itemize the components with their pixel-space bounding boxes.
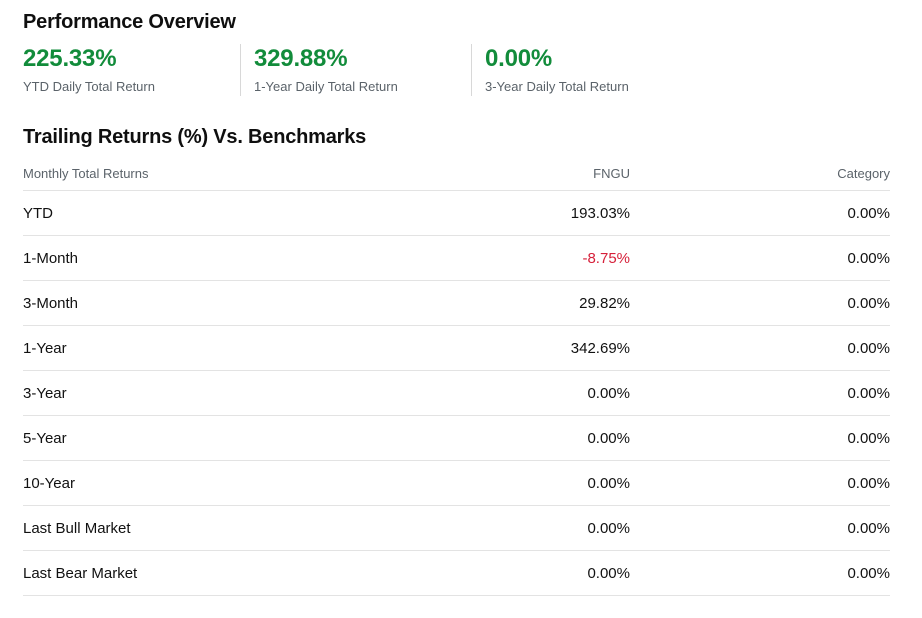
metric-ytd-return: 225.33% YTD Daily Total Return [23,44,240,96]
category-return-cell: 0.00% [630,460,890,506]
metric-label: 3-Year Daily Total Return [485,79,629,94]
performance-overview: 225.33% YTD Daily Total Return 329.88% 1… [23,44,702,96]
period-cell: 10-Year [23,460,423,506]
table-row: 10-Year 0.00% 0.00% [23,460,890,506]
table-row: 3-Year 0.00% 0.00% [23,370,890,416]
fund-return-cell: 193.03% [423,190,630,236]
table-body: YTD 193.03% 0.00% 1-Month -8.75% 0.00% 3-Month… [23,190,890,596]
table-row: 5-Year 0.00% 0.00% [23,415,890,461]
metric-label: YTD Daily Total Return [23,79,155,94]
category-return-cell: 0.00% [630,550,890,596]
fund-return-cell: 29.82% [423,280,630,326]
fund-return-cell: 0.00% [423,550,630,596]
period-cell: Last Bull Market [23,505,423,551]
fund-return-cell: 0.00% [423,415,630,461]
trailing-returns-table: Monthly Total Returns FNGU Category YTD 1… [23,157,890,596]
table-row: YTD 193.03% 0.00% [23,190,890,236]
trailing-returns-title: Trailing Returns (%) Vs. Benchmarks [23,126,367,148]
period-cell: 3-Month [23,280,423,326]
column-header-fund: FNGU [423,157,630,191]
table-header-row: Monthly Total Returns FNGU Category [23,157,890,191]
column-header-category: Category [630,157,890,191]
category-return-cell: 0.00% [630,415,890,461]
fund-return-cell: -8.75% [423,235,630,281]
period-cell: 5-Year [23,415,423,461]
table-row: 3-Month 29.82% 0.00% [23,280,890,326]
category-return-cell: 0.00% [630,325,890,371]
performance-overview-title: Performance Overview [23,11,236,33]
metric-1-year-return: 329.88% 1-Year Daily Total Return [240,44,471,96]
metric-value: 329.88% [254,45,348,72]
category-return-cell: 0.00% [630,190,890,236]
metric-3-year-return: 0.00% 3-Year Daily Total Return [471,44,702,96]
category-return-cell: 0.00% [630,370,890,416]
period-cell: 3-Year [23,370,423,416]
fund-return-cell: 0.00% [423,370,630,416]
column-header-period: Monthly Total Returns [23,157,423,191]
period-cell: 1-Year [23,325,423,371]
period-cell: Last Bear Market [23,550,423,596]
table-row: 1-Month -8.75% 0.00% [23,235,890,281]
category-return-cell: 0.00% [630,505,890,551]
category-return-cell: 0.00% [630,235,890,281]
category-return-cell: 0.00% [630,280,890,326]
period-cell: YTD [23,190,423,236]
table-row: 1-Year 342.69% 0.00% [23,325,890,371]
fund-return-cell: 0.00% [423,505,630,551]
period-cell: 1-Month [23,235,423,281]
metric-value: 0.00% [485,45,553,72]
fund-return-cell: 342.69% [423,325,630,371]
metric-value: 225.33% [23,45,117,72]
table-row: Last Bear Market 0.00% 0.00% [23,550,890,596]
fund-return-cell: 0.00% [423,460,630,506]
metric-label: 1-Year Daily Total Return [254,79,398,94]
table-row: Last Bull Market 0.00% 0.00% [23,505,890,551]
